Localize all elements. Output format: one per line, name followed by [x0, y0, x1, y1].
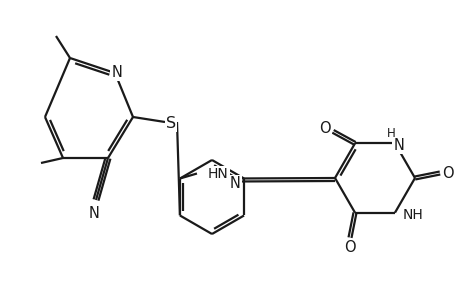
Text: O: O: [319, 121, 330, 136]
Text: N: N: [112, 64, 122, 80]
Text: S: S: [166, 116, 176, 130]
Text: NH: NH: [402, 208, 423, 222]
Text: N: N: [89, 206, 99, 220]
Text: O: O: [343, 240, 355, 255]
Text: N: N: [393, 138, 403, 153]
Text: O: O: [441, 166, 453, 181]
Text: HN: HN: [207, 167, 228, 182]
Text: N: N: [229, 176, 240, 191]
Text: H: H: [386, 127, 395, 140]
